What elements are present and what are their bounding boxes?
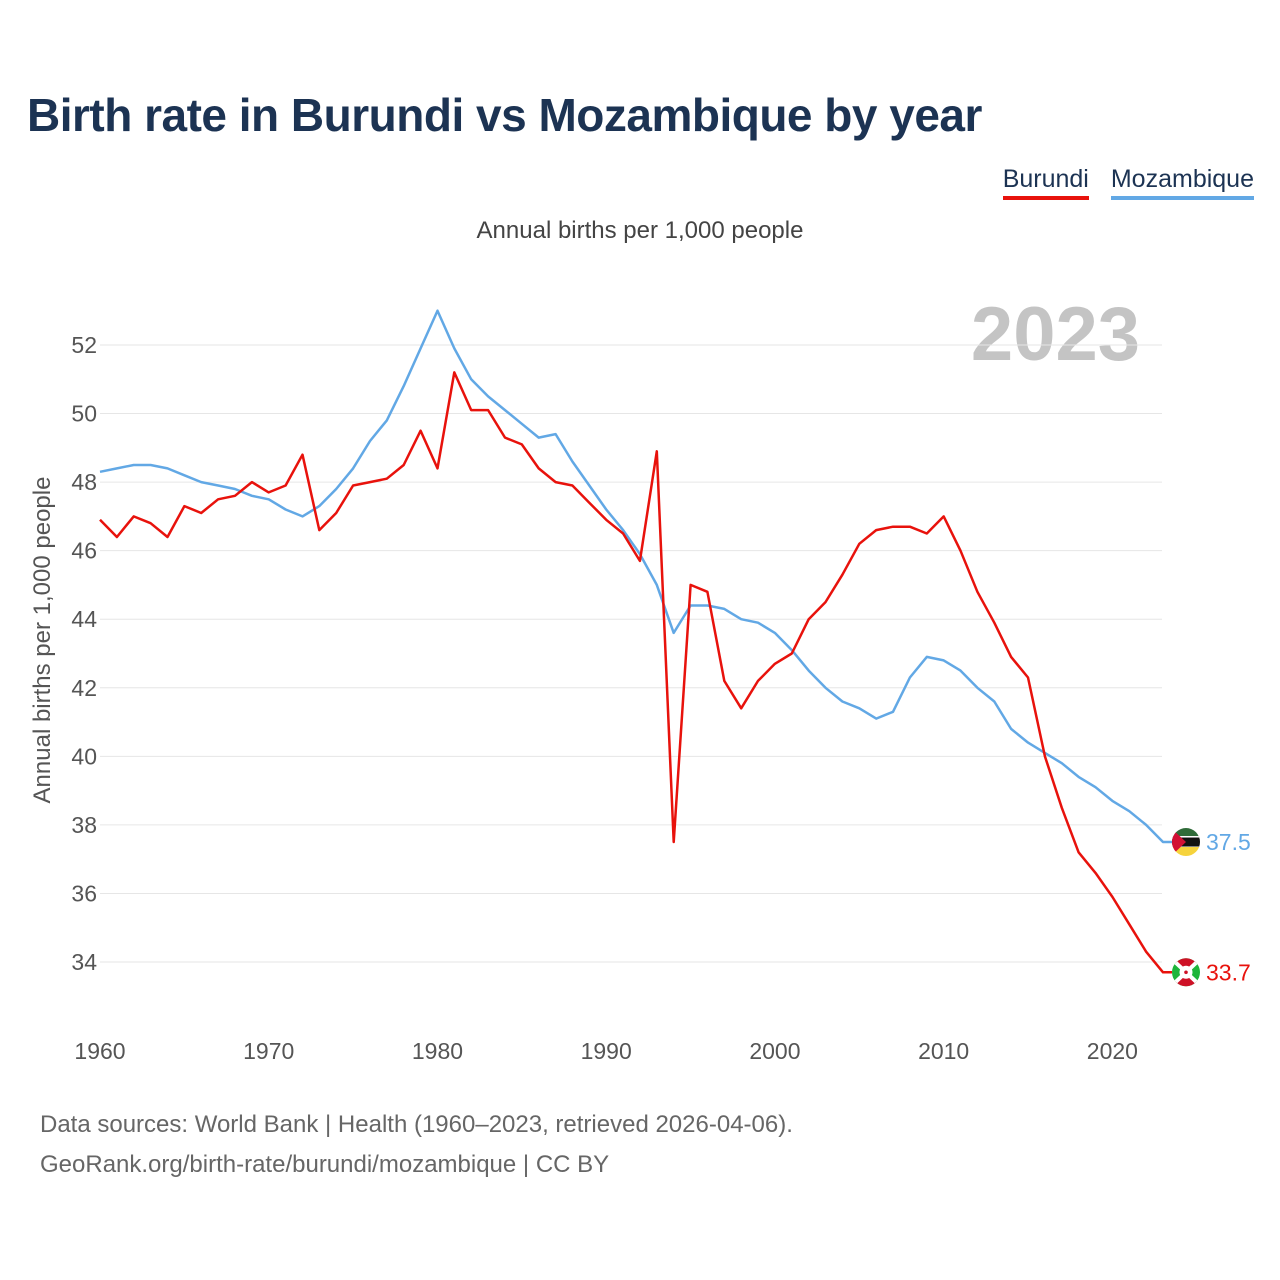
x-tick-label: 1990 xyxy=(581,1038,632,1064)
end-label-mozambique: 37.5 xyxy=(1206,829,1251,855)
flag-body xyxy=(1172,958,1200,987)
flag-star xyxy=(1184,970,1188,975)
chart-title: Birth rate in Burundi vs Mozambique by y… xyxy=(27,89,982,141)
chart-subtitle: Annual births per 1,000 people xyxy=(476,217,804,244)
year-watermark: 2023 xyxy=(971,292,1140,377)
y-axis-label: Annual births per 1,000 people xyxy=(29,477,56,804)
source-line-1: Data sources: World Bank | Health (1960–… xyxy=(40,1111,793,1138)
flag-stripe-yellow xyxy=(1172,847,1200,857)
burundi-flag-icon xyxy=(1172,958,1200,987)
y-tick-label: 52 xyxy=(71,332,97,358)
y-tick-label: 40 xyxy=(71,743,97,769)
flag-fimbriation-top xyxy=(1172,836,1200,838)
y-tick-label: 34 xyxy=(71,949,97,975)
series-line-burundi xyxy=(99,371,1172,974)
y-tick-label: 48 xyxy=(71,469,97,495)
mozambique-flag-icon xyxy=(1172,828,1200,857)
x-tick-label: 1980 xyxy=(412,1038,463,1064)
x-tick-label: 2020 xyxy=(1087,1038,1138,1064)
series-line-mozambique xyxy=(99,309,1172,844)
line-chart: 2023 34 36 38 40 42 44 46 48 50 52 1960 1970 1980 1990… xyxy=(29,292,1251,1064)
x-tick-label: 1970 xyxy=(243,1038,294,1064)
end-label-burundi: 33.7 xyxy=(1206,959,1251,985)
y-tick-label: 46 xyxy=(71,538,97,564)
legend-item-mozambique[interactable]: Mozambique xyxy=(1110,165,1254,200)
y-tick-label: 36 xyxy=(71,880,97,906)
y-tick-label: 44 xyxy=(71,606,97,632)
x-tick-label: 2010 xyxy=(918,1038,969,1064)
source-note: Data sources: World Bank | Health (1960–… xyxy=(40,1105,793,1185)
flag-red-bottom xyxy=(1172,972,1200,987)
x-tick-label: 1960 xyxy=(74,1038,125,1064)
flag-stripe-green xyxy=(1172,828,1200,838)
y-tick-label: 38 xyxy=(71,812,97,838)
legend-item-burundi[interactable]: Burundi xyxy=(1002,165,1089,200)
y-tick-label: 42 xyxy=(71,675,97,701)
legend: Burundi Mozambique xyxy=(1002,165,1254,200)
flag-body xyxy=(1172,828,1200,857)
y-tick-label: 50 xyxy=(71,401,97,427)
flag-red-top xyxy=(1172,958,1200,973)
source-line-2[interactable]: GeoRank.org/birth-rate/burundi/mozambiqu… xyxy=(40,1151,610,1178)
x-tick-label: 2000 xyxy=(749,1038,800,1064)
